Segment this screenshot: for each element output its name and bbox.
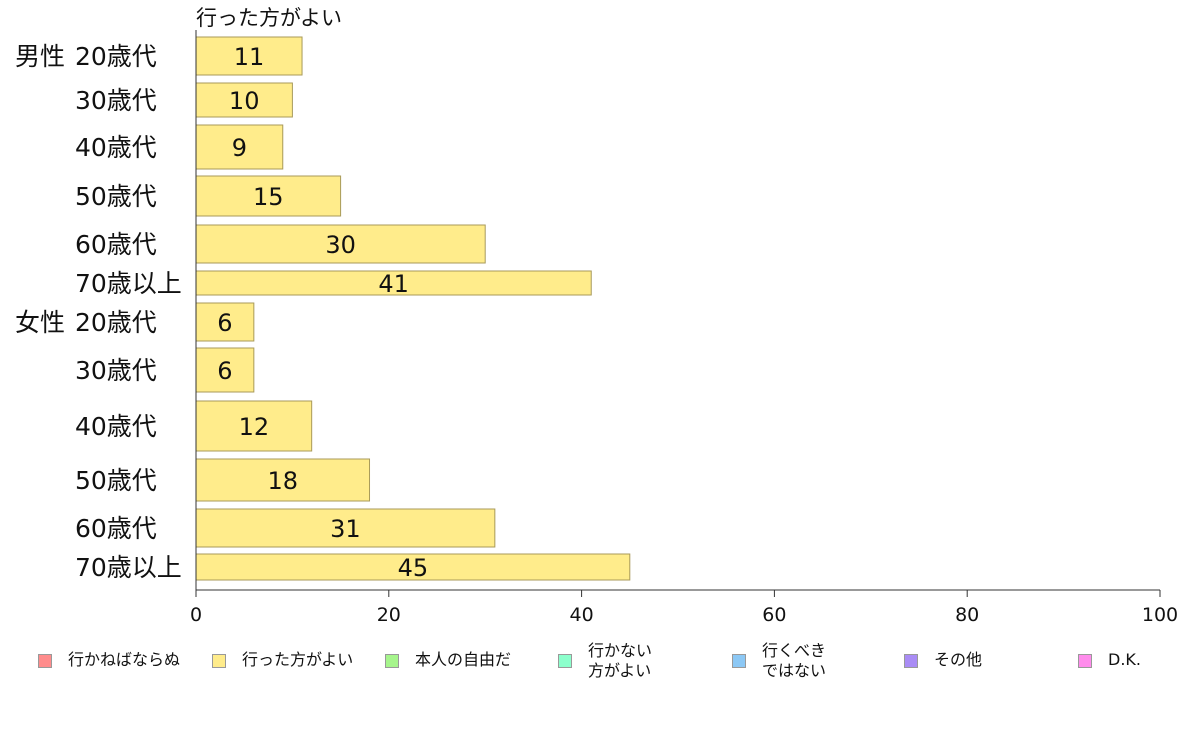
bar-chart: 行った方がよい 1120歳代男性1030歳代940歳代1550歳代3060歳代4… (15, 6, 1178, 626)
legend-label: 行った方がよい (242, 650, 354, 669)
category-label: 20歳代 (75, 308, 157, 337)
legend-swatch (732, 654, 746, 668)
data-label: 11 (234, 43, 265, 71)
category-label: 60歳代 (75, 230, 157, 259)
legend-swatch (904, 654, 918, 668)
group-label: 女性 (15, 308, 65, 337)
bar-male-0 (195, 36, 303, 76)
legend-swatch (212, 654, 226, 668)
data-label: 9 (232, 134, 247, 162)
legend-label: D.K. (1108, 650, 1141, 669)
legend-item: その他 (904, 640, 982, 670)
data-label: 10 (229, 87, 260, 115)
data-label: 15 (253, 183, 284, 211)
category-label: 40歳代 (75, 412, 157, 441)
data-label: 18 (267, 467, 298, 495)
legend: 行かねばならぬ 行った方がよい 本人の自由だ 行かない 方がよい 行くべき ではない その… (0, 640, 1188, 700)
category-label: 40歳代 (75, 133, 157, 162)
legend-item: 行くべき ではない (732, 640, 826, 681)
legend-item: 行かない 方がよい (558, 640, 652, 681)
legend-swatch (38, 654, 52, 668)
legend-item: 行った方がよい (212, 640, 353, 670)
legend-label: 本人の自由だ (415, 650, 512, 669)
legend-swatch (385, 654, 399, 668)
legend-item: 行かねばならぬ (38, 640, 180, 670)
category-label: 20歳代 (75, 42, 157, 71)
data-label: 30 (325, 231, 356, 259)
data-label: 41 (378, 270, 409, 298)
chart-title: 行った方がよい (196, 6, 342, 30)
category-label: 30歳代 (75, 86, 157, 115)
legend-item: D.K. (1078, 640, 1141, 670)
legend-swatch (558, 654, 572, 668)
x-tick-label: 60 (762, 604, 786, 626)
bar-male-4 (195, 224, 486, 264)
data-label: 31 (330, 515, 361, 543)
bar-female-3 (195, 458, 371, 502)
legend-label: 行かない 方がよい (588, 641, 653, 680)
bar-female-5 (195, 553, 631, 581)
category-label: 70歳以上 (75, 269, 182, 298)
bar-male-1 (195, 82, 293, 118)
category-label: 50歳代 (75, 466, 157, 495)
x-tick-label: 80 (955, 604, 979, 626)
x-tick-label: 100 (1142, 604, 1178, 626)
data-label: 6 (217, 309, 232, 337)
bar-female-0 (195, 302, 255, 342)
x-tick-label: 0 (190, 604, 202, 626)
data-label: 6 (217, 357, 232, 385)
category-label: 30歳代 (75, 356, 157, 385)
x-tick-label: 40 (570, 604, 594, 626)
legend-label: 行かねばならぬ (68, 650, 181, 669)
x-tick-label: 20 (377, 604, 401, 626)
category-label: 50歳代 (75, 182, 157, 211)
group-label: 男性 (15, 42, 65, 71)
legend-item: 本人の自由だ (385, 640, 511, 670)
legend-label: 行くべき ではない (762, 641, 827, 680)
legend-swatch (1078, 654, 1092, 668)
legend-label: その他 (934, 650, 983, 669)
bar-male-3 (195, 175, 342, 217)
data-label: 12 (239, 413, 270, 441)
data-label: 45 (398, 554, 429, 582)
category-label: 70歳以上 (75, 553, 182, 582)
bar-male-2 (195, 124, 284, 170)
bar-female-4 (195, 508, 496, 548)
category-label: 60歳代 (75, 514, 157, 543)
